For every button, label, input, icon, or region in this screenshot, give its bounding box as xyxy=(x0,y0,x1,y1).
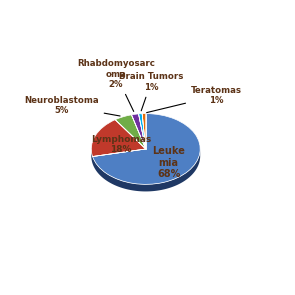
Text: Brain Tumors
1%: Brain Tumors 1% xyxy=(119,72,183,111)
Wedge shape xyxy=(139,114,146,149)
Text: Teratomas
1%: Teratomas 1% xyxy=(147,86,242,113)
Wedge shape xyxy=(132,114,146,149)
Text: Leuke
mia
68%: Leuke mia 68% xyxy=(152,146,185,179)
Text: Lymphomas
18%: Lymphomas 18% xyxy=(91,135,151,154)
Text: Rhabdomyosarc
oma
2%: Rhabdomyosarc oma 2% xyxy=(77,59,155,112)
Wedge shape xyxy=(142,114,146,149)
Wedge shape xyxy=(91,120,146,157)
Polygon shape xyxy=(91,149,200,191)
Text: Neuroblastoma
5%: Neuroblastoma 5% xyxy=(24,96,120,116)
Wedge shape xyxy=(115,115,146,149)
Wedge shape xyxy=(93,114,200,184)
